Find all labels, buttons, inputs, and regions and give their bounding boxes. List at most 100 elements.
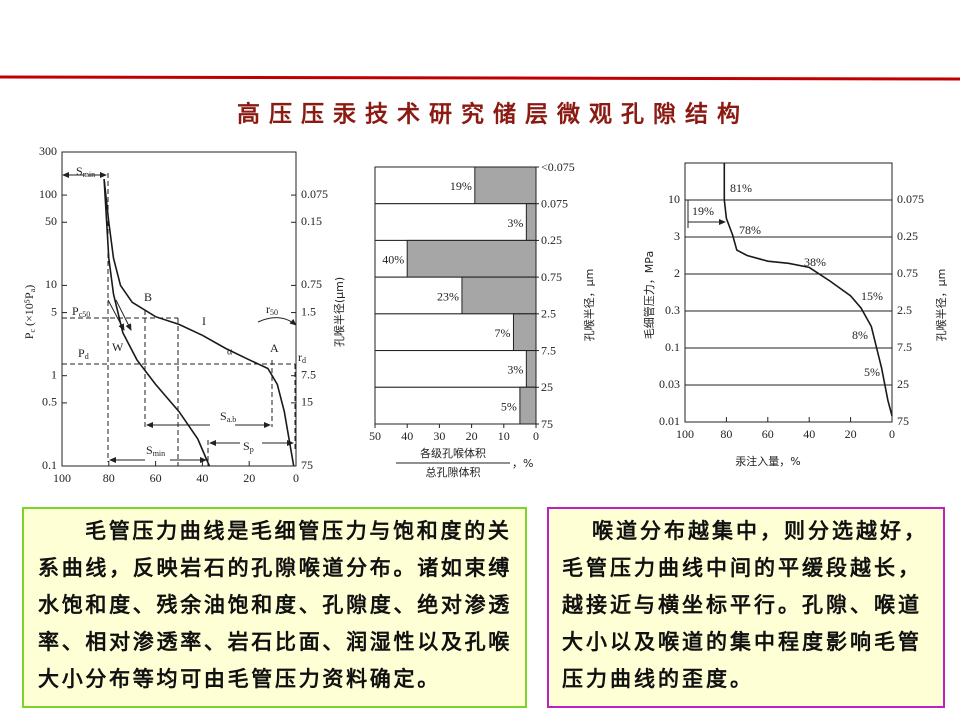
annotation-sub: d — [302, 356, 306, 365]
text-line: 大小以及喉道的集中程度影响毛管 — [562, 630, 922, 654]
y2-tick-label: 2.5 — [897, 303, 912, 317]
bin-label: 0.075 — [541, 196, 568, 210]
y-tick-label: 3 — [674, 229, 680, 243]
x-tick-label: 10 — [498, 429, 510, 443]
annotation-text: P — [72, 304, 79, 318]
y-tick-label: 10 — [45, 277, 57, 291]
y2-tick-label: 15 — [301, 395, 313, 409]
text-line: 率、相对渗透率、岩石比面、润湿性以及孔喉 — [38, 630, 512, 654]
slide-title: 高压压汞技术研究储层微观孔隙结构 — [237, 101, 749, 128]
x-axis-label: 汞注入量，% — [735, 454, 800, 468]
annotation: Smin — [76, 164, 95, 179]
y2-axis-label: 孔喉半径，μm — [582, 269, 596, 342]
y-tick-label: 0.1 — [665, 340, 680, 354]
x-tick-label: 40 — [803, 427, 815, 441]
x-label-denominator: 总孔隙体积 — [426, 465, 481, 479]
y-tick-label: 0.5 — [42, 395, 57, 409]
bar — [525, 203, 537, 241]
y-tick-label: 0.01 — [659, 414, 680, 428]
chart3-labels: 汞注入量，% 毛细管压力，MPa 孔喉半径，μm 81% 78% 38% 15%… — [642, 181, 948, 468]
value-label: 40% — [382, 253, 404, 267]
y-tick-label: 0.3 — [665, 303, 680, 317]
annotation-sub: p — [250, 445, 254, 454]
annotation: Pd — [78, 346, 89, 361]
annotation: 78% — [739, 223, 761, 237]
text-line: 越接近与横坐标平行。孔隙、喉道 — [562, 593, 922, 617]
annotation: W — [112, 340, 124, 354]
bin-label: 0.25 — [541, 233, 562, 247]
annotation: I — [202, 314, 206, 328]
annotation-text: S — [243, 439, 250, 453]
y-tick-label: 10 — [668, 192, 680, 206]
y2-tick-label: 0.75 — [301, 277, 322, 291]
y2-tick-label: 1.5 — [301, 304, 316, 318]
annotation-text: S — [220, 409, 227, 423]
bar — [525, 350, 537, 388]
bar — [406, 239, 537, 278]
x-tick-label: 20 — [243, 471, 255, 485]
annotation-sub: min — [83, 170, 95, 179]
annotation-sub: 50 — [270, 308, 278, 317]
y2-tick-label: 0.25 — [897, 229, 918, 243]
x-tick-label: 0 — [293, 471, 299, 485]
y-tick-label: 0.03 — [659, 377, 680, 391]
curve — [103, 179, 211, 467]
x-tick-label: 60 — [762, 427, 774, 441]
row — [374, 386, 537, 425]
y-tick-label: 300 — [39, 144, 57, 158]
annotation-text: S — [146, 443, 153, 457]
bin-label: 7.5 — [541, 343, 556, 357]
bar — [512, 313, 537, 352]
y2-tick-label: 75 — [897, 414, 909, 428]
y2-tick-label: 7.5 — [301, 367, 316, 381]
annotation-sub: c50 — [79, 310, 91, 319]
x-tick-label: 40 — [196, 471, 208, 485]
y-tick-label: 5 — [51, 304, 57, 318]
x-tick-label: 30 — [433, 429, 445, 443]
bin-label: 25 — [541, 380, 553, 394]
y-axis-label: 毛细管压力，MPa — [642, 251, 656, 339]
annotation: B — [144, 290, 152, 304]
y2-tick-label: 75 — [301, 458, 313, 472]
x-tick-label: 20 — [466, 429, 478, 443]
y-tick-label: 100 — [39, 187, 57, 201]
annotation: 15% — [861, 289, 883, 303]
x-tick-label: 100 — [676, 427, 694, 441]
y-tick-label: 0.1 — [42, 458, 57, 472]
value-label: 3% — [507, 363, 523, 377]
bin-label: 0.75 — [541, 270, 562, 284]
bin-label: 75 — [541, 417, 553, 431]
annotation: A — [270, 341, 279, 355]
label-part: P — [22, 332, 36, 339]
text-line: 毛管压力曲线是毛细管压力与饱和度的关 — [85, 519, 512, 543]
guides — [62, 172, 297, 466]
y2-tick-label: 25 — [897, 377, 909, 391]
y-tick-label: 2 — [674, 266, 680, 280]
chart2-labels: 各级孔喉体积 总孔隙体积 ，% 孔喉半径，μm — [396, 269, 596, 479]
text-line: 压力曲线的歪度。 — [562, 667, 754, 691]
x-label-unit: ，% — [512, 457, 533, 470]
annotation-text: r — [266, 302, 270, 316]
annotation: 38% — [804, 255, 826, 269]
x-tick-label: 0 — [889, 427, 895, 441]
x-tick-label: 80 — [720, 427, 732, 441]
annotation: 8% — [852, 328, 868, 342]
annotation-sub: a.b — [227, 415, 237, 424]
header-rule — [0, 75, 960, 81]
y2-axis-label: 孔喉半径，μm — [934, 269, 948, 342]
y2-tick-label: 7.5 — [897, 340, 912, 354]
annotation-text: r — [298, 350, 302, 364]
text-line: 水饱和度、残余油饱和度、孔隙度、绝对渗透 — [38, 593, 512, 617]
annotation: rd — [298, 350, 306, 365]
annotation: 81% — [730, 181, 752, 195]
curve — [103, 179, 295, 467]
text-line: 系曲线，反映岩石的孔隙喉道分布。诸如束缚 — [38, 556, 512, 580]
value-label: 23% — [437, 289, 459, 303]
annotation: 5% — [864, 365, 880, 379]
x-label-numerator: 各级孔喉体积 — [420, 446, 486, 460]
plot-frame — [61, 151, 297, 467]
value-label: 7% — [494, 326, 510, 340]
bar — [474, 166, 537, 205]
